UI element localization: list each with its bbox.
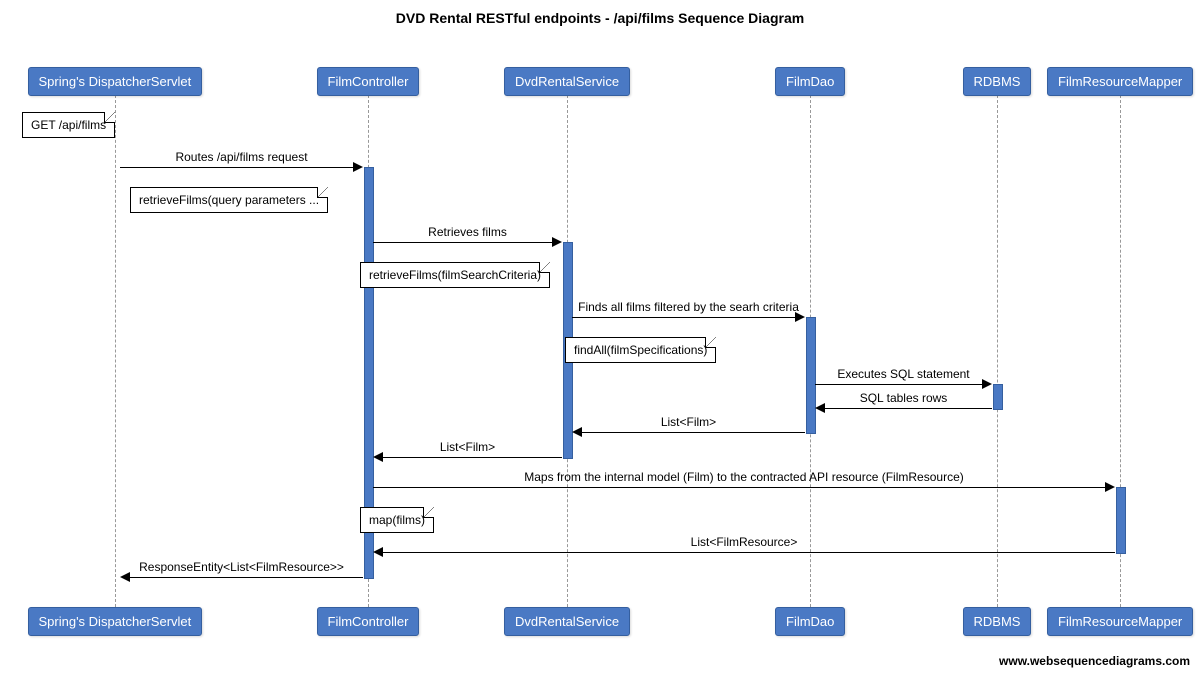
participant-box: Spring's DispatcherServlet	[28, 67, 203, 96]
participant-box: DvdRentalService	[504, 67, 630, 96]
note-box: retrieveFilms(filmSearchCriteria)	[360, 262, 550, 288]
note-box: map(films)	[360, 507, 434, 533]
message-label: Executes SQL statement	[815, 367, 992, 381]
note-corner	[104, 112, 115, 123]
lifeline	[997, 95, 998, 607]
message-arrow	[120, 167, 355, 168]
activation-bar	[993, 384, 1003, 410]
message-arrow	[381, 457, 562, 458]
note-box: retrieveFilms(query parameters ...	[130, 187, 328, 213]
lifeline	[115, 95, 116, 607]
message-label: List<Film>	[572, 415, 805, 429]
note-box: findAll(filmSpecifications)	[565, 337, 716, 363]
note-corner	[539, 262, 550, 273]
message-label: List<Film>	[373, 440, 562, 454]
message-label: ResponseEntity<List<FilmResource>>	[120, 560, 363, 574]
note-box: GET /api/films	[22, 112, 115, 138]
message-arrow	[373, 487, 1107, 488]
note-corner	[423, 507, 434, 518]
message-arrow	[381, 552, 1115, 553]
footer-credit: www.websequencediagrams.com	[999, 654, 1190, 668]
participant-box: Spring's DispatcherServlet	[28, 607, 203, 636]
activation-bar	[1116, 487, 1126, 554]
message-arrow	[823, 408, 992, 409]
message-arrow	[572, 317, 797, 318]
participant-box: FilmResourceMapper	[1047, 67, 1193, 96]
message-label: Maps from the internal model (Film) to t…	[373, 470, 1115, 484]
message-label: List<FilmResource>	[373, 535, 1115, 549]
message-arrow	[128, 577, 363, 578]
message-arrow	[580, 432, 805, 433]
participant-box: DvdRentalService	[504, 607, 630, 636]
message-arrow	[373, 242, 554, 243]
participant-box: FilmDao	[775, 67, 845, 96]
participant-box: FilmResourceMapper	[1047, 607, 1193, 636]
message-label: SQL tables rows	[815, 391, 992, 405]
message-arrow	[815, 384, 984, 385]
participant-box: RDBMS	[963, 67, 1032, 96]
message-label: Finds all films filtered by the searh cr…	[572, 300, 805, 314]
message-label: Routes /api/films request	[120, 150, 363, 164]
message-label: Retrieves films	[373, 225, 562, 239]
participant-box: FilmController	[317, 67, 420, 96]
participant-box: FilmController	[317, 607, 420, 636]
participant-box: RDBMS	[963, 607, 1032, 636]
diagram-title: DVD Rental RESTful endpoints - /api/film…	[10, 10, 1190, 26]
note-corner	[317, 187, 328, 198]
sequence-canvas: www.websequencediagrams.com Routes /api/…	[10, 32, 1190, 652]
participant-box: FilmDao	[775, 607, 845, 636]
note-corner	[705, 337, 716, 348]
